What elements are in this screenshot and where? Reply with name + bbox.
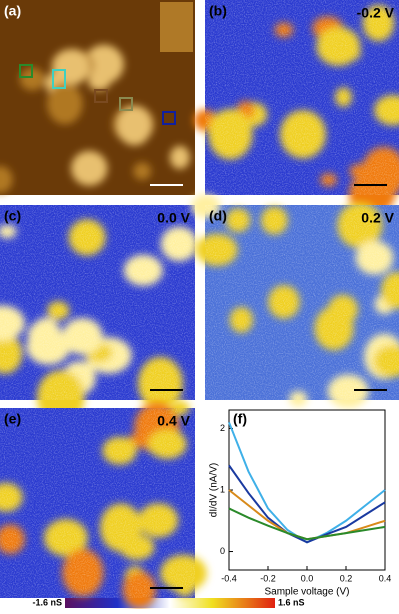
bias-label: 0.4 V bbox=[157, 413, 190, 429]
blob bbox=[83, 44, 124, 84]
roi-box bbox=[19, 64, 33, 78]
colorbar bbox=[65, 598, 275, 608]
x-tick-label: 0.4 bbox=[379, 573, 392, 583]
roi-box bbox=[119, 97, 133, 111]
blob bbox=[169, 145, 190, 170]
plot-frame bbox=[228, 409, 386, 571]
blob bbox=[47, 83, 83, 125]
blobs bbox=[0, 44, 190, 193]
blob bbox=[52, 49, 90, 85]
inset bbox=[160, 2, 193, 52]
blob bbox=[117, 105, 152, 146]
blob bbox=[71, 150, 108, 186]
y-tick-label: 2 bbox=[220, 423, 225, 433]
x-tick-label: 0.2 bbox=[340, 573, 353, 583]
series-line bbox=[228, 464, 386, 544]
panel-label: (a) bbox=[4, 3, 21, 19]
colorbar-max: 1.6 nS bbox=[278, 597, 305, 607]
bias-label: 0.2 V bbox=[361, 210, 394, 226]
y-tick-label: 1 bbox=[220, 484, 225, 494]
panel-label: (b) bbox=[209, 3, 227, 19]
x-tick-label: -0.4 bbox=[221, 573, 237, 583]
x-tick-label: 0.0 bbox=[301, 573, 314, 583]
y-tick-label: 0 bbox=[220, 546, 225, 556]
image-panel: (c) 0.0 V bbox=[0, 205, 198, 425]
x-axis-label: Sample voltage (V) bbox=[264, 587, 349, 598]
roi-box bbox=[162, 111, 176, 125]
image-panel: (b) -0.2 V bbox=[193, 0, 399, 215]
colorbar-min: -1.6 nS bbox=[32, 597, 62, 607]
image-panel: (d) 0.2 V bbox=[191, 194, 399, 409]
panel-label: (f) bbox=[233, 411, 247, 427]
blob bbox=[88, 74, 111, 91]
texture bbox=[0, 205, 195, 400]
blob bbox=[0, 166, 13, 193]
panel-label: (c) bbox=[4, 208, 21, 224]
roi-box bbox=[52, 69, 66, 89]
bias-label: 0.0 V bbox=[157, 210, 190, 226]
x-tick-label: -0.2 bbox=[260, 573, 276, 583]
texture bbox=[0, 408, 195, 598]
texture bbox=[205, 0, 399, 195]
roi-box bbox=[94, 89, 108, 103]
bias-label: -0.2 V bbox=[357, 5, 395, 21]
series-line bbox=[228, 507, 386, 541]
panel-label: (e) bbox=[4, 411, 21, 427]
image-panel: (e) 0.4 V bbox=[0, 401, 207, 608]
blob bbox=[19, 67, 45, 91]
panel-label: (d) bbox=[209, 208, 227, 224]
texture bbox=[205, 205, 399, 400]
y-axis-label: dI/dV (nA/V) bbox=[209, 463, 220, 517]
blob bbox=[133, 162, 152, 180]
